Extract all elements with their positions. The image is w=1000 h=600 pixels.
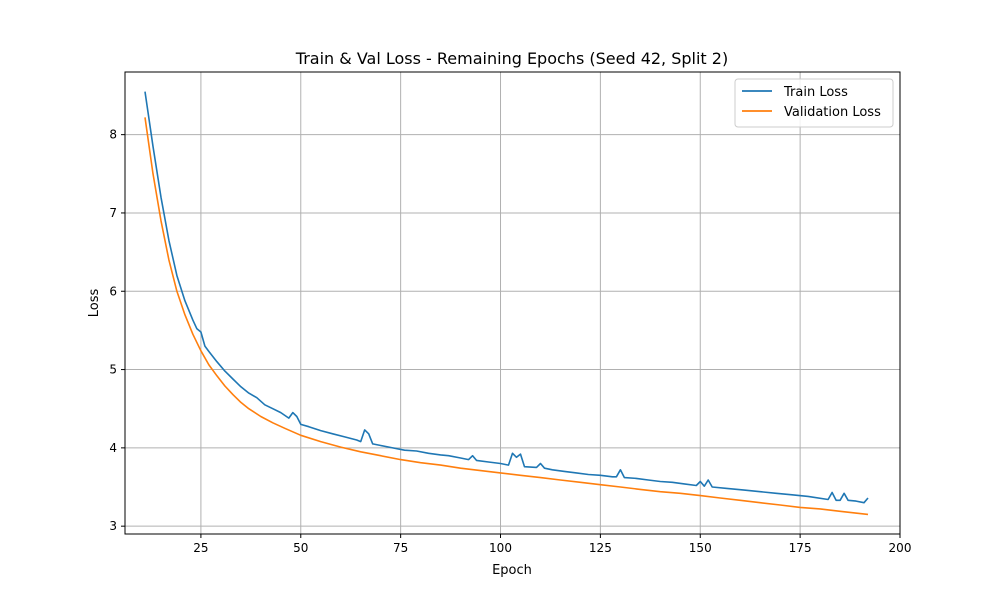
x-tick-label: 200 xyxy=(889,541,912,555)
x-tick-label: 50 xyxy=(293,541,308,555)
legend-box xyxy=(734,78,894,128)
x-tick-label: 125 xyxy=(589,541,612,555)
y-tick-label: 8 xyxy=(109,128,117,142)
y-axis-label: Loss xyxy=(87,289,102,318)
x-tick-label: 25 xyxy=(193,541,208,555)
grid xyxy=(125,72,901,534)
y-tick-label: 3 xyxy=(109,519,117,533)
chart-title: Train & Val Loss - Remaining Epochs (See… xyxy=(295,49,728,68)
validation-loss-line xyxy=(144,117,869,516)
plot-frame xyxy=(124,71,901,535)
x-tick-label: 150 xyxy=(689,541,712,555)
y-tick-label: 6 xyxy=(109,284,117,298)
x-axis-label: Epoch xyxy=(492,563,532,578)
y-axis: 3 4 5 6 7 8 xyxy=(109,128,125,533)
x-tick-label: 75 xyxy=(393,541,408,555)
y-tick-label: 5 xyxy=(109,363,117,377)
train-loss-line xyxy=(144,91,869,504)
legend: Train Loss Validation Loss xyxy=(734,78,894,128)
x-tick-label: 175 xyxy=(789,541,812,555)
x-tick-label: 100 xyxy=(489,541,512,555)
legend-label-train-loss: Train Loss xyxy=(783,85,848,100)
y-tick-label: 7 xyxy=(109,206,117,220)
y-tick-label: 4 xyxy=(109,441,117,455)
x-axis: 25 50 75 100 125 150 175 200 xyxy=(193,534,911,555)
series-area xyxy=(144,91,869,516)
legend-label-validation-loss: Validation Loss xyxy=(784,105,881,120)
